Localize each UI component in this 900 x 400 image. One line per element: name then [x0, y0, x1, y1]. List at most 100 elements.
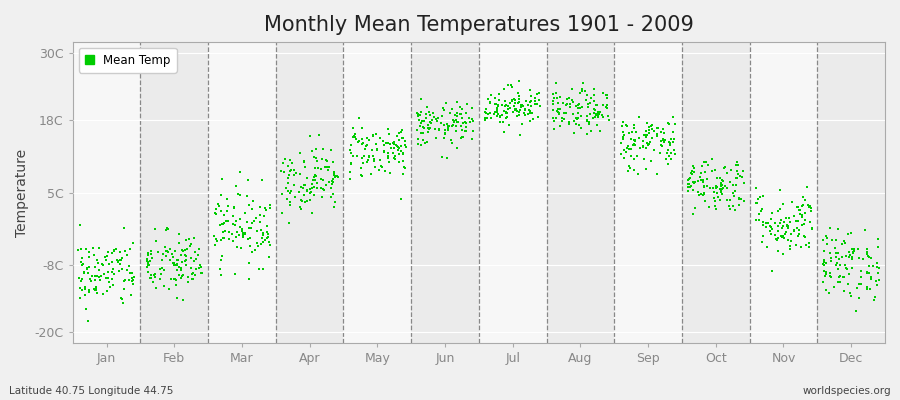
Point — [459, 124, 473, 130]
Point — [773, 205, 788, 212]
Point — [76, 260, 90, 267]
Point — [229, 183, 243, 189]
Point — [310, 180, 324, 186]
Point — [293, 150, 308, 157]
Point — [422, 109, 436, 116]
Point — [482, 110, 497, 116]
Point — [184, 276, 199, 282]
Point — [591, 114, 606, 120]
Point — [373, 134, 387, 141]
Point — [238, 210, 252, 216]
Point — [626, 155, 641, 162]
Point — [656, 126, 670, 132]
Point — [519, 98, 534, 104]
Point — [816, 257, 831, 264]
Point — [550, 94, 564, 101]
Point — [157, 282, 171, 289]
Point — [344, 149, 358, 156]
Point — [258, 237, 273, 244]
Point — [437, 130, 452, 136]
Point — [616, 136, 631, 142]
Point — [632, 114, 646, 121]
Point — [627, 125, 642, 131]
Point — [387, 141, 401, 147]
Point — [109, 245, 123, 252]
Point — [845, 265, 859, 272]
Point — [326, 178, 340, 185]
Point — [830, 260, 844, 266]
Point — [308, 172, 322, 178]
Point — [698, 168, 712, 175]
Point — [839, 265, 853, 272]
Point — [454, 114, 469, 121]
Point — [614, 140, 628, 146]
Point — [183, 242, 197, 249]
Title: Monthly Mean Temperatures 1901 - 2009: Monthly Mean Temperatures 1901 - 2009 — [264, 15, 694, 35]
Point — [614, 150, 628, 157]
Point — [770, 248, 785, 254]
Point — [458, 119, 473, 125]
Point — [392, 137, 406, 144]
Point — [315, 194, 329, 200]
Point — [307, 174, 321, 180]
Point — [709, 184, 724, 190]
Point — [789, 242, 804, 248]
Point — [819, 269, 833, 276]
Point — [511, 112, 526, 118]
Point — [77, 292, 92, 298]
Point — [599, 104, 614, 110]
Point — [620, 145, 634, 152]
Point — [377, 168, 392, 174]
Point — [169, 267, 184, 273]
Point — [76, 276, 90, 282]
Point — [615, 123, 629, 130]
Point — [593, 128, 608, 134]
Point — [327, 170, 341, 176]
Point — [89, 290, 104, 297]
Point — [847, 248, 861, 254]
Point — [723, 179, 737, 185]
Point — [505, 109, 519, 116]
Point — [493, 114, 508, 120]
Point — [246, 197, 260, 204]
Point — [711, 193, 725, 200]
Point — [382, 126, 396, 133]
Point — [820, 240, 834, 247]
Point — [399, 144, 413, 150]
Point — [655, 143, 670, 149]
Point — [790, 204, 805, 210]
Point — [465, 128, 480, 134]
Point — [255, 176, 269, 183]
Point — [281, 175, 295, 182]
Point — [694, 191, 708, 198]
Point — [715, 190, 729, 197]
Point — [620, 123, 634, 129]
Point — [655, 136, 670, 142]
Point — [411, 117, 426, 124]
Point — [166, 254, 180, 260]
Point — [773, 187, 788, 193]
Point — [355, 136, 369, 142]
Point — [247, 218, 261, 224]
Point — [764, 230, 778, 237]
Point — [398, 142, 412, 148]
Point — [148, 270, 162, 277]
Point — [451, 118, 465, 125]
Point — [182, 236, 196, 242]
Point — [851, 281, 866, 288]
Point — [784, 238, 798, 244]
Point — [491, 107, 505, 113]
Point — [760, 220, 774, 226]
Point — [466, 118, 481, 124]
Point — [698, 183, 712, 189]
Point — [293, 206, 308, 212]
Point — [281, 180, 295, 186]
Point — [500, 109, 514, 115]
Point — [575, 88, 590, 94]
Point — [680, 188, 695, 194]
Point — [715, 189, 729, 195]
Point — [480, 115, 494, 121]
Point — [310, 158, 324, 164]
Point — [627, 142, 642, 148]
Point — [311, 132, 326, 138]
